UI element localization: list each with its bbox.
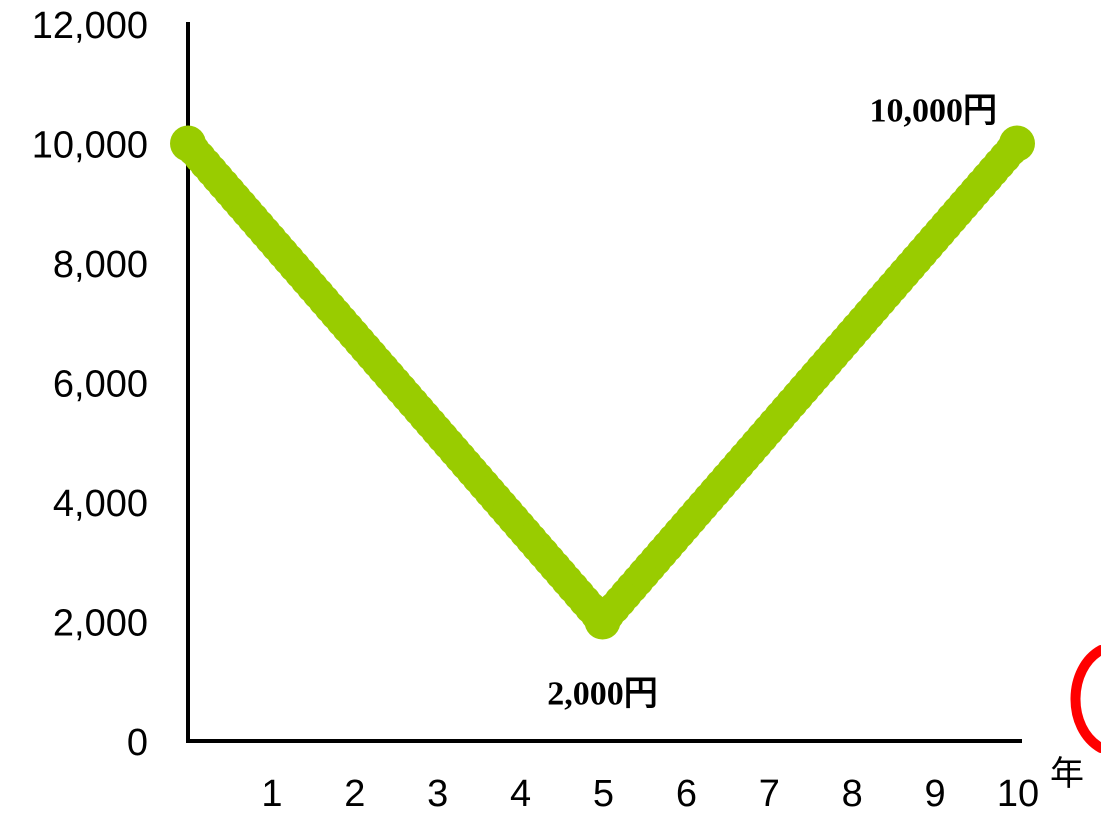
- x-tick-label: 4: [510, 773, 531, 815]
- x-tick-label: 8: [842, 773, 863, 815]
- x-tick-label: 2: [344, 773, 365, 815]
- value-annotation: 10,000円: [870, 93, 998, 130]
- series-line: [173, 128, 1032, 637]
- x-axis-unit-label: 年: [1050, 754, 1084, 794]
- y-tick-label: 2,000: [53, 603, 148, 645]
- y-tick-label: 12,000: [32, 5, 148, 47]
- annotation-layer: 2,000円 10,000円: [547, 93, 997, 713]
- x-tick-label: 10: [997, 773, 1039, 815]
- value-annotation: 2,000円: [547, 676, 658, 713]
- y-tick-label: 6,000: [53, 364, 148, 406]
- x-tick-label: 3: [427, 773, 448, 815]
- x-tick-label: 9: [925, 773, 946, 815]
- data-point: [584, 603, 621, 640]
- data-point: [170, 125, 206, 162]
- x-tick-label: 6: [676, 773, 697, 815]
- series-layer: [170, 125, 1035, 640]
- y-tick-label: 10,000: [32, 125, 148, 167]
- x-axis-tick-labels: 1 2 3 4 5 6 7 8 9 10: [261, 773, 1039, 815]
- red-circle-partial: [1070, 645, 1101, 753]
- x-tick-label: 7: [759, 773, 780, 815]
- y-tick-label: 0: [127, 722, 148, 764]
- x-tick-label: 1: [261, 773, 282, 815]
- x-tick-label: 5: [593, 773, 614, 815]
- y-tick-label: 4,000: [53, 483, 148, 525]
- y-axis-tick-labels: 0 2,000 4,000 6,000 8,000 10,000 12,000: [32, 5, 148, 764]
- data-point: [999, 125, 1035, 162]
- y-tick-label: 8,000: [53, 244, 148, 286]
